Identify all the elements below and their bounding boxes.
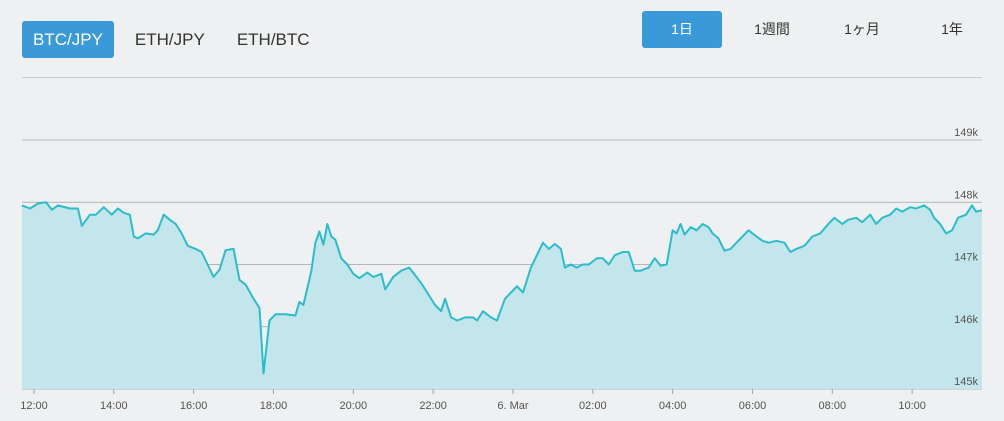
price-area: [22, 202, 982, 389]
y-tick-label: 146k: [954, 314, 978, 326]
y-tick-label: 145k: [954, 376, 978, 388]
y-axis-labels: 149k 148k 147k 146k 145k: [954, 127, 978, 388]
tab-btc-jpy[interactable]: BTC/JPY: [22, 21, 114, 58]
tab-range-1week[interactable]: 1週間: [754, 21, 790, 37]
tab-range-1day[interactable]: 1日: [642, 11, 722, 48]
y-tick-label: 149k: [954, 127, 978, 139]
x-tick-label: 14:00: [100, 400, 128, 412]
range-tabs: 1日 1週間 1ヶ月 1年: [642, 11, 1002, 48]
x-tick-label: 04:00: [659, 400, 687, 412]
x-tick-label: 06:00: [739, 400, 767, 412]
header-divider: [22, 77, 982, 78]
y-tick-label: 148k: [954, 189, 978, 201]
x-tick-label: 6. Mar: [497, 400, 529, 412]
x-tick-label: 12:00: [20, 400, 48, 412]
price-line: [21, 201, 983, 375]
tab-range-1month[interactable]: 1ヶ月: [844, 21, 880, 37]
x-axis-labels: 12:00 14:00 16:00 18:00 20:00 22:00 6. Mar 02:0…: [20, 389, 926, 412]
tab-eth-btc[interactable]: ETH/BTC: [236, 30, 310, 49]
tab-range-1year[interactable]: 1年: [941, 21, 963, 37]
pair-tabs: BTC/JPY ETH/JPY ETH/BTC: [22, 21, 331, 58]
tab-eth-jpy[interactable]: ETH/JPY: [134, 30, 205, 49]
y-tick-label: 147k: [954, 252, 978, 264]
x-tick-label: 18:00: [260, 400, 288, 412]
x-tick-label: 08:00: [819, 400, 847, 412]
x-tick-label: 16:00: [180, 400, 208, 412]
x-tick-label: 22:00: [419, 400, 447, 412]
x-tick-label: 02:00: [579, 400, 607, 412]
x-tick-label: 20:00: [340, 400, 368, 412]
x-tick-label: 10:00: [898, 400, 926, 412]
